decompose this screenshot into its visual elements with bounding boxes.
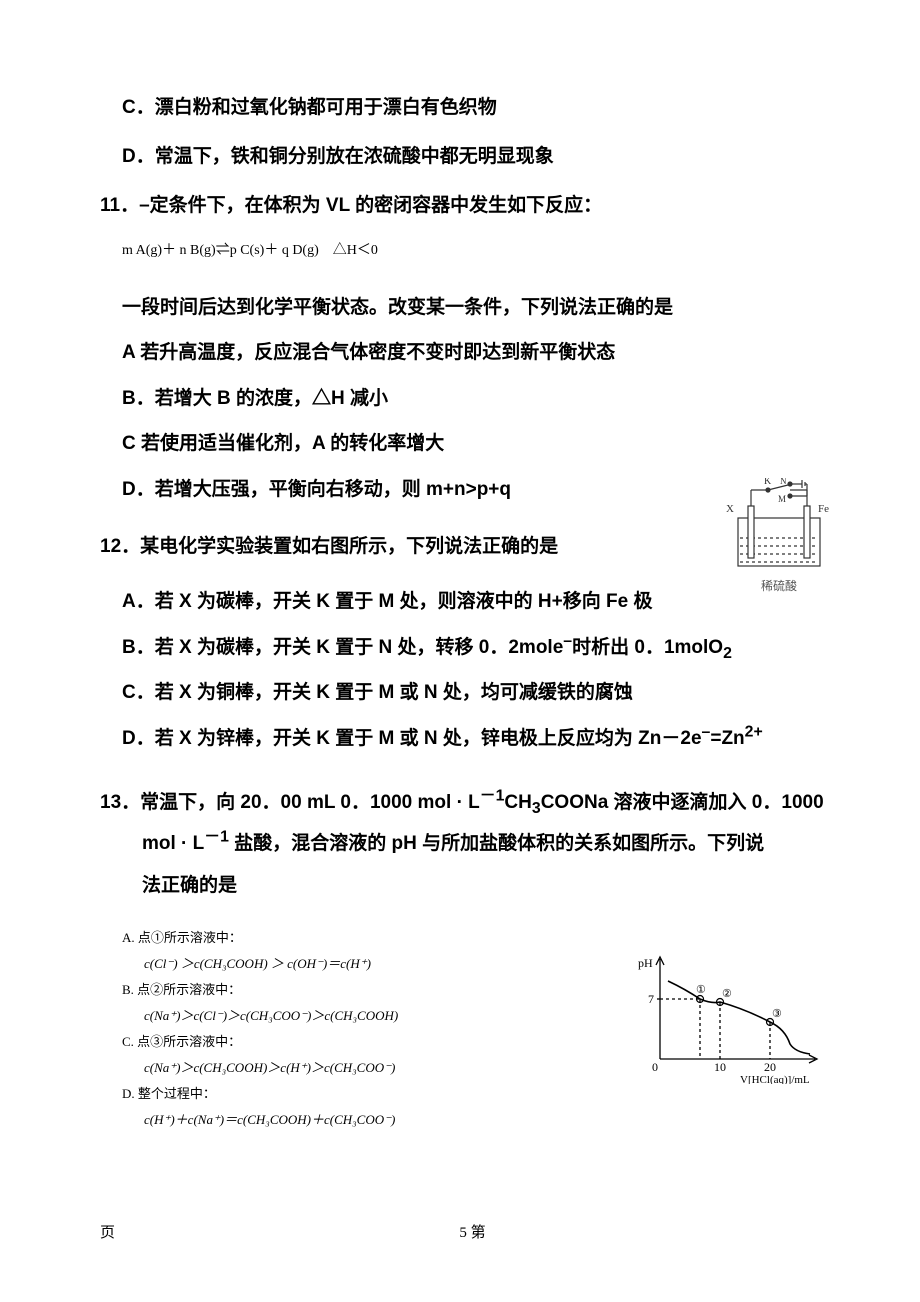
q13-option-d-label: D. 整个过程中：: [122, 1081, 612, 1107]
ph-chart: pH 7 ① ② ③ 0 10 20 V[HCl(aq)]/mL: [630, 925, 830, 1093]
svg-text:20: 20: [764, 1060, 776, 1074]
svg-text:7: 7: [648, 992, 654, 1006]
q11-equation: m A(g)＋ n B(g)⇌p C(s)＋ q D(g) △H＜0: [100, 239, 830, 259]
footer-left: 页: [100, 1221, 115, 1242]
label-x: X: [726, 503, 734, 515]
q13-stem: 13．常温下，向 20．00 mL 0．1000 mol · L－1CH3COO…: [100, 782, 830, 907]
svg-text:0: 0: [652, 1060, 658, 1074]
q11-option-c: C 若使用适当催化剂，A 的转化率增大: [122, 421, 830, 467]
q13-options-block: A. 点①所示溶液中： c(Cl⁻) ＞c(CH₃COOH) ＞ c(OH⁻)＝…: [100, 925, 830, 1133]
label-m: M: [778, 494, 786, 504]
svg-text:③: ③: [772, 1008, 782, 1020]
label-fe: Fe: [818, 503, 829, 515]
q13-option-b-label: B. 点②所示溶液中：: [122, 977, 612, 1003]
diagram-caption: 稀硫酸: [720, 577, 838, 594]
q10-option-c: C．漂白粉和过氧化钠都可用于漂白有色织物: [100, 95, 830, 122]
q11-option-b: B．若增大 B 的浓度，△H 减小: [122, 376, 830, 422]
q12-option-b: B．若 X 为碳棒，开关 K 置于 N 处，转移 0．2mole–时析出 0．1…: [122, 625, 830, 671]
q12-option-d: D．若 X 为锌棒，开关 K 置于 M 或 N 处，锌电极上反应均为 Zn－2e…: [122, 716, 830, 762]
q11-stem: 11．–定条件下，在体积为 VL 的密闭容器中发生如下反应：: [100, 192, 830, 221]
label-k: K: [764, 478, 772, 487]
q13-option-c-rel: c(Na⁺)＞c(CH₃COOH)＞c(H⁺)＞c(CH₃COO⁻): [122, 1055, 612, 1081]
q11-body: 一段时间后达到化学平衡状态。改变某一条件，下列说法正确的是: [122, 285, 830, 331]
q13-option-c-label: C. 点③所示溶液中：: [122, 1029, 612, 1055]
q12-option-c: C．若 X 为铜棒，开关 K 置于 M 或 N 处，均可减缓铁的腐蚀: [122, 670, 830, 716]
svg-text:10: 10: [714, 1060, 726, 1074]
q13-option-d-rel: c(H⁺)＋c(Na⁺)＝c(CH₃COOH)＋c(CH₃COO⁻): [122, 1107, 612, 1133]
svg-text:①: ①: [696, 984, 706, 996]
label-n: N: [780, 478, 787, 486]
q13-option-b-rel: c(Na⁺)＞c(Cl⁻)＞c(CH₃COO⁻)＞c(CH₃COOH): [122, 1003, 612, 1029]
electrochemistry-diagram: K N M X Fe 稀硫酸: [720, 478, 838, 594]
q11-option-a: A 若升高温度，反应混合气体密度不变时即达到新平衡状态: [122, 330, 830, 376]
q13-option-a-rel: c(Cl⁻) ＞c(CH₃COOH) ＞ c(OH⁻)＝c(H⁺): [122, 951, 612, 977]
q13-option-a-label: A. 点①所示溶液中：: [122, 925, 612, 951]
q10-option-d: D．常温下，铁和铜分别放在浓硫酸中都无明显现象: [100, 144, 830, 171]
svg-text:②: ②: [722, 988, 732, 1000]
footer-center: 5 第: [100, 1221, 830, 1242]
page-footer: 页 5 第: [100, 1221, 830, 1242]
svg-text:V[HCl(aq)]/mL: V[HCl(aq)]/mL: [740, 1074, 810, 1084]
svg-text:pH: pH: [638, 956, 653, 970]
